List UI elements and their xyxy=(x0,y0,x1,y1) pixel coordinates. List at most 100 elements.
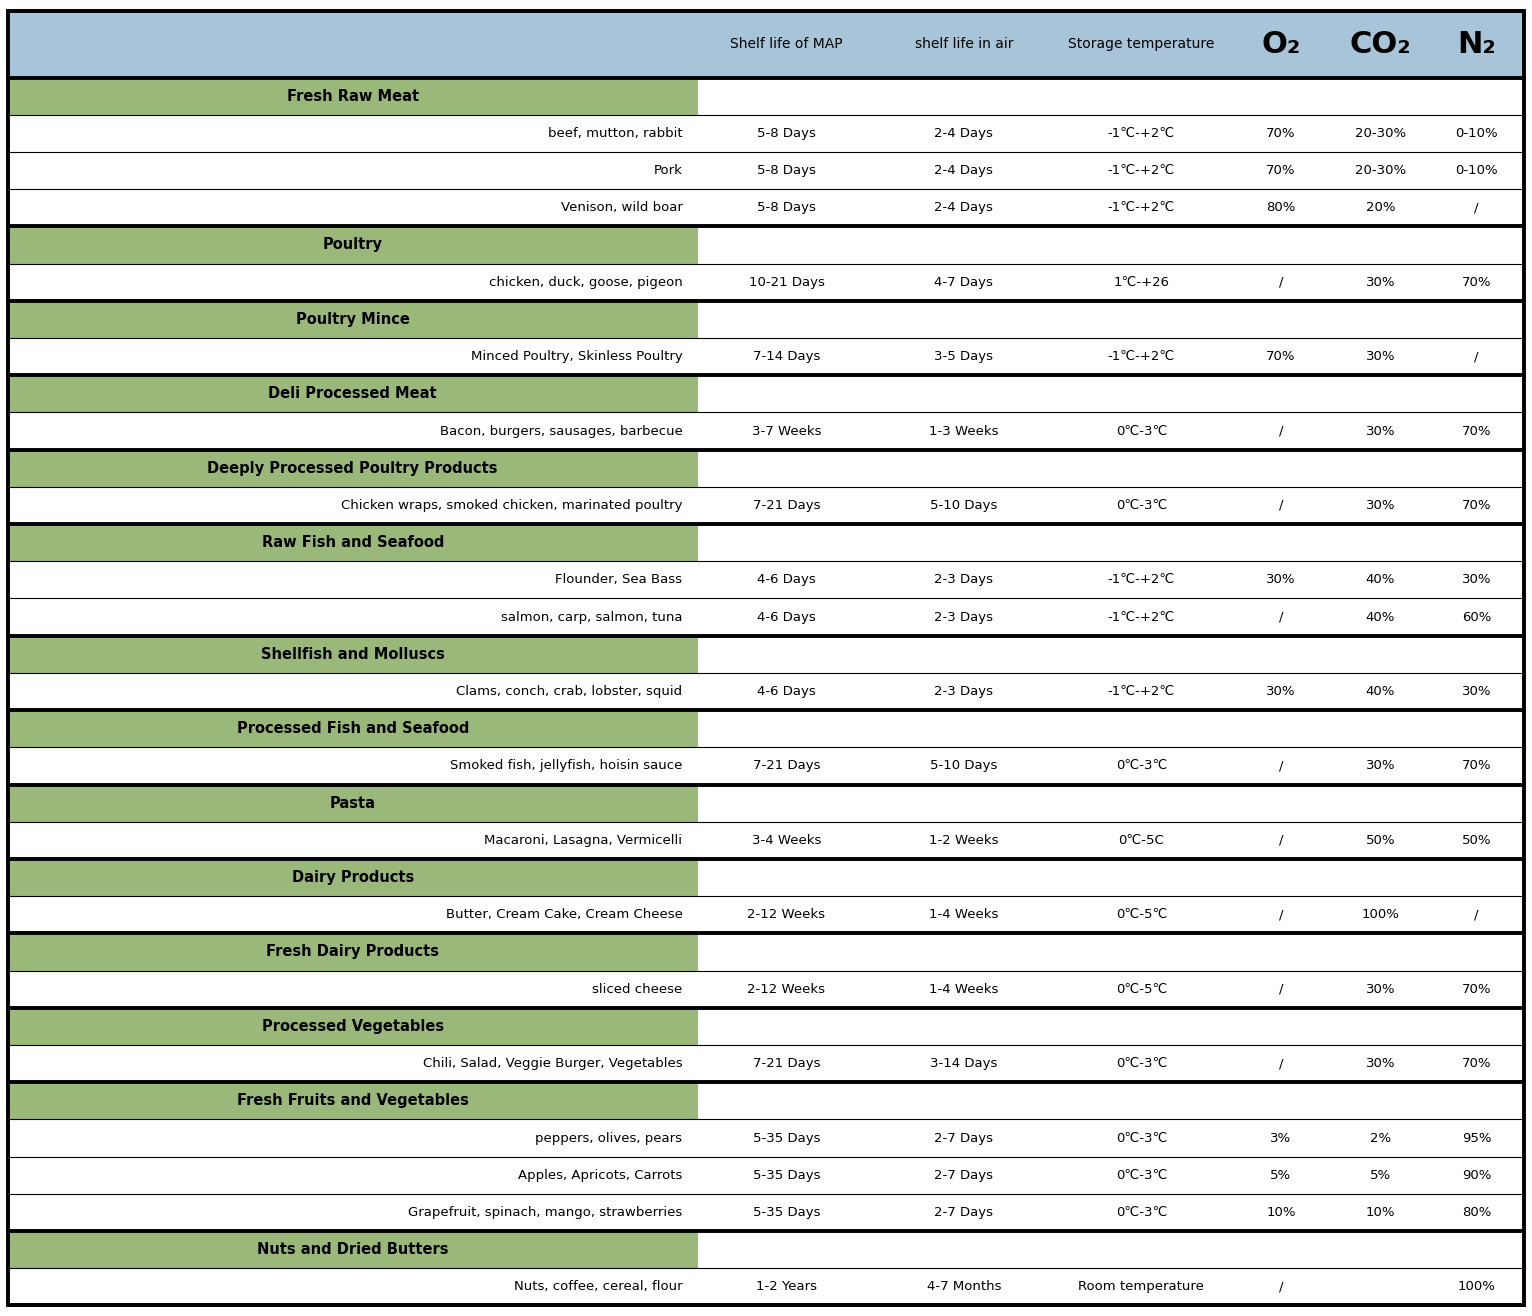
Text: 60%: 60% xyxy=(1462,611,1491,624)
Text: -1℃-+2℃: -1℃-+2℃ xyxy=(1108,686,1175,697)
Text: sliced cheese: sliced cheese xyxy=(593,983,682,996)
Bar xyxy=(8,151,1524,190)
Text: 0-10%: 0-10% xyxy=(1455,164,1498,178)
Text: 3-7 Weeks: 3-7 Weeks xyxy=(752,425,821,437)
Text: 1-3 Weeks: 1-3 Weeks xyxy=(930,425,999,437)
Bar xyxy=(8,821,1524,859)
Bar xyxy=(8,487,1524,524)
Bar xyxy=(8,1269,1524,1305)
Text: 30%: 30% xyxy=(1365,350,1396,363)
Text: 0℃-3℃: 0℃-3℃ xyxy=(1115,759,1167,772)
Text: 5-35 Days: 5-35 Days xyxy=(752,1205,820,1219)
Text: 30%: 30% xyxy=(1365,759,1396,772)
Text: salmon, carp, salmon, tuna: salmon, carp, salmon, tuna xyxy=(501,611,682,624)
Text: 3-5 Days: 3-5 Days xyxy=(935,350,993,363)
Text: 30%: 30% xyxy=(1365,275,1396,288)
Bar xyxy=(8,78,697,114)
Text: Nuts and Dried Butters: Nuts and Dried Butters xyxy=(257,1242,449,1257)
Text: /: / xyxy=(1279,759,1284,772)
Text: Processed Fish and Seafood: Processed Fish and Seafood xyxy=(236,721,469,736)
Text: /: / xyxy=(1279,983,1284,996)
Bar xyxy=(8,301,697,338)
Text: 0℃-3℃: 0℃-3℃ xyxy=(1115,1057,1167,1070)
Text: 3-4 Weeks: 3-4 Weeks xyxy=(752,834,821,846)
Text: 20%: 20% xyxy=(1365,201,1396,215)
Text: 5-35 Days: 5-35 Days xyxy=(752,1132,820,1145)
Bar xyxy=(8,412,1524,450)
Text: Grapefruit, spinach, mango, strawberries: Grapefruit, spinach, mango, strawberries xyxy=(408,1205,682,1219)
Text: Pasta: Pasta xyxy=(329,796,375,811)
Text: 80%: 80% xyxy=(1267,201,1296,215)
Text: 2-3 Days: 2-3 Days xyxy=(935,574,993,587)
Text: Nuts, coffee, cereal, flour: Nuts, coffee, cereal, flour xyxy=(513,1280,682,1294)
Bar xyxy=(8,1230,697,1269)
Bar xyxy=(8,672,1524,711)
Text: 1-4 Weeks: 1-4 Weeks xyxy=(930,908,999,921)
Text: 30%: 30% xyxy=(1462,574,1491,587)
Text: 5-35 Days: 5-35 Days xyxy=(752,1169,820,1182)
Text: 70%: 70% xyxy=(1265,350,1296,363)
Text: 0-10%: 0-10% xyxy=(1455,126,1498,139)
Bar xyxy=(8,1194,1524,1230)
Text: 4-6 Days: 4-6 Days xyxy=(757,686,817,697)
Bar xyxy=(8,450,697,487)
Bar xyxy=(8,524,697,561)
Text: 30%: 30% xyxy=(1365,499,1396,512)
Text: /: / xyxy=(1474,350,1478,363)
Text: -1℃-+2℃: -1℃-+2℃ xyxy=(1108,611,1175,624)
Text: /: / xyxy=(1279,1280,1284,1294)
Bar xyxy=(8,263,1524,301)
Text: 0℃-5℃: 0℃-5℃ xyxy=(1115,983,1167,996)
Text: 10%: 10% xyxy=(1265,1205,1296,1219)
Bar xyxy=(697,859,1524,896)
Text: 2-7 Days: 2-7 Days xyxy=(935,1132,993,1145)
Bar xyxy=(8,933,697,971)
Bar xyxy=(697,450,1524,487)
Text: 50%: 50% xyxy=(1365,834,1396,846)
Text: -1℃-+2℃: -1℃-+2℃ xyxy=(1108,126,1175,139)
Text: 20-30%: 20-30% xyxy=(1354,126,1406,139)
Bar xyxy=(8,599,1524,636)
Text: Shelf life of MAP: Shelf life of MAP xyxy=(731,37,843,51)
Bar xyxy=(697,375,1524,412)
Text: CO₂: CO₂ xyxy=(1350,29,1411,58)
Bar xyxy=(697,1082,1524,1120)
Text: Minced Poultry, Skinless Poultry: Minced Poultry, Skinless Poultry xyxy=(470,350,682,363)
Text: 5-10 Days: 5-10 Days xyxy=(930,499,997,512)
Text: peppers, olives, pears: peppers, olives, pears xyxy=(535,1132,682,1145)
Text: /: / xyxy=(1474,201,1478,215)
Bar xyxy=(697,711,1524,747)
Text: 2-4 Days: 2-4 Days xyxy=(935,201,993,215)
Text: Storage temperature: Storage temperature xyxy=(1068,37,1215,51)
Bar xyxy=(8,1082,697,1120)
Bar xyxy=(697,524,1524,561)
Text: 40%: 40% xyxy=(1365,611,1396,624)
Text: 30%: 30% xyxy=(1365,1057,1396,1070)
Text: Bacon, burgers, sausages, barbecue: Bacon, burgers, sausages, barbecue xyxy=(440,425,682,437)
Text: Fresh Fruits and Vegetables: Fresh Fruits and Vegetables xyxy=(237,1094,469,1108)
Text: 7-21 Days: 7-21 Days xyxy=(752,1057,820,1070)
Text: 70%: 70% xyxy=(1462,983,1491,996)
Text: Poultry: Poultry xyxy=(323,237,383,253)
Text: 100%: 100% xyxy=(1457,1280,1495,1294)
Text: 30%: 30% xyxy=(1462,686,1491,697)
Text: 0℃-5C: 0℃-5C xyxy=(1118,834,1164,846)
Text: 3-14 Days: 3-14 Days xyxy=(930,1057,997,1070)
Text: 4-7 Days: 4-7 Days xyxy=(935,275,993,288)
Bar xyxy=(8,971,1524,1008)
Text: shelf life in air: shelf life in air xyxy=(915,37,1013,51)
Text: 4-6 Days: 4-6 Days xyxy=(757,574,817,587)
Bar xyxy=(697,636,1524,672)
Text: 10%: 10% xyxy=(1365,1205,1396,1219)
Text: /: / xyxy=(1279,499,1284,512)
Text: O₂: O₂ xyxy=(1261,29,1301,58)
Text: Room temperature: Room temperature xyxy=(1079,1280,1204,1294)
Text: 5%: 5% xyxy=(1370,1169,1391,1182)
Text: 0℃-3℃: 0℃-3℃ xyxy=(1115,499,1167,512)
Text: 4-6 Days: 4-6 Days xyxy=(757,611,817,624)
Text: 30%: 30% xyxy=(1365,983,1396,996)
Text: Smoked fish, jellyfish, hoisin sauce: Smoked fish, jellyfish, hoisin sauce xyxy=(450,759,682,772)
Text: 5-8 Days: 5-8 Days xyxy=(757,201,817,215)
Bar xyxy=(8,747,1524,784)
Text: 70%: 70% xyxy=(1462,499,1491,512)
